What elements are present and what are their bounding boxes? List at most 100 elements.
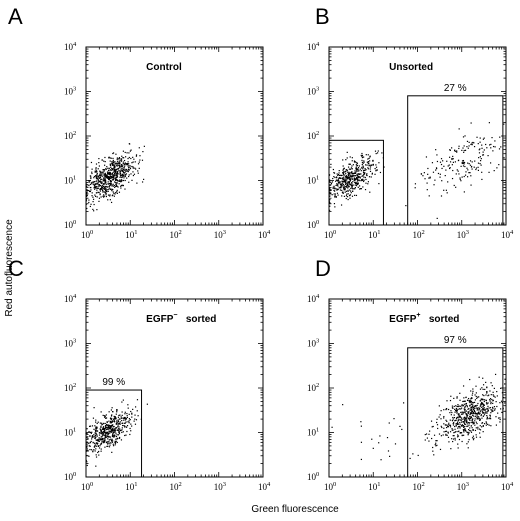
data-point [116, 411, 118, 413]
data-point [461, 424, 463, 426]
data-point [352, 164, 354, 166]
data-point [112, 427, 114, 430]
data-point [466, 146, 468, 148]
data-point [103, 428, 106, 430]
data-point [104, 156, 106, 159]
data-point [120, 169, 122, 172]
data-point [464, 135, 466, 137]
data-point [121, 155, 123, 157]
data-point [97, 187, 100, 189]
data-point [340, 183, 342, 185]
data-point [455, 186, 457, 188]
data-point [483, 394, 485, 397]
data-point [124, 413, 126, 415]
data-point [354, 182, 357, 185]
data-point [499, 417, 501, 419]
data-point [97, 182, 99, 184]
data-point [107, 177, 109, 179]
data-point [482, 384, 485, 386]
data-point [457, 447, 459, 449]
data-point [109, 426, 111, 429]
data-point [353, 161, 356, 163]
data-point [86, 192, 88, 194]
data-point [481, 411, 484, 413]
data-point [460, 424, 463, 427]
data-point [349, 163, 351, 165]
data-point [470, 175, 472, 177]
data-point [94, 170, 96, 172]
data-point [469, 427, 471, 429]
data-point [117, 419, 119, 421]
data-point [112, 161, 114, 163]
data-point [455, 424, 457, 426]
data-point [97, 439, 99, 441]
data-point [491, 409, 493, 411]
data-point [121, 179, 123, 181]
data-point [119, 423, 121, 425]
data-point [100, 448, 102, 450]
data-point [363, 174, 365, 176]
data-point [95, 175, 97, 177]
data-point [443, 409, 445, 411]
data-point [348, 181, 351, 183]
data-point [111, 434, 114, 436]
data-point [100, 433, 103, 435]
data-point [113, 184, 116, 187]
data-point [128, 163, 130, 165]
gate-percent-label: 27 % [444, 83, 467, 94]
data-point [121, 174, 123, 176]
data-point [349, 180, 351, 182]
data-point [365, 182, 367, 184]
y-tick-label: 104 [64, 293, 77, 304]
y-tick-label: 102 [64, 382, 76, 393]
data-point [472, 141, 474, 144]
data-point [453, 422, 455, 424]
data-point [111, 185, 113, 187]
data-point [110, 173, 112, 175]
x-axis-label: Green fluorescence [251, 504, 339, 515]
data-point [484, 411, 487, 413]
data-point [86, 464, 88, 467]
data-point [104, 434, 107, 436]
data-point [113, 420, 115, 422]
data-point [134, 414, 136, 416]
data-point [114, 442, 117, 444]
data-point [345, 190, 348, 192]
data-point [110, 157, 112, 159]
data-point [336, 192, 339, 194]
data-point [94, 437, 96, 439]
data-point [472, 404, 474, 406]
data-point [105, 168, 107, 171]
data-point [353, 178, 355, 180]
data-point [104, 161, 106, 163]
data-point [109, 163, 111, 165]
data-point [97, 180, 100, 182]
data-point [114, 164, 116, 166]
data-point [126, 415, 128, 417]
data-point [115, 427, 117, 429]
data-point [354, 181, 356, 184]
data-point [451, 177, 454, 180]
data-point [357, 182, 359, 184]
data-point [455, 425, 457, 427]
data-point [123, 174, 125, 176]
data-point [340, 177, 342, 180]
data-point [480, 158, 482, 160]
data-point [344, 189, 346, 191]
data-point [489, 417, 491, 419]
data-point [101, 441, 103, 443]
data-point [99, 193, 101, 195]
data-point [477, 428, 479, 430]
data-point [492, 391, 494, 393]
data-point [477, 408, 479, 410]
data-point [98, 184, 100, 186]
data-point [475, 405, 477, 407]
data-point [445, 189, 447, 191]
data-point [341, 191, 344, 193]
data-point [109, 444, 111, 446]
data-point [340, 204, 343, 206]
data-point [105, 183, 107, 185]
data-point [115, 174, 117, 176]
data-point [120, 429, 122, 432]
data-point [481, 417, 483, 419]
